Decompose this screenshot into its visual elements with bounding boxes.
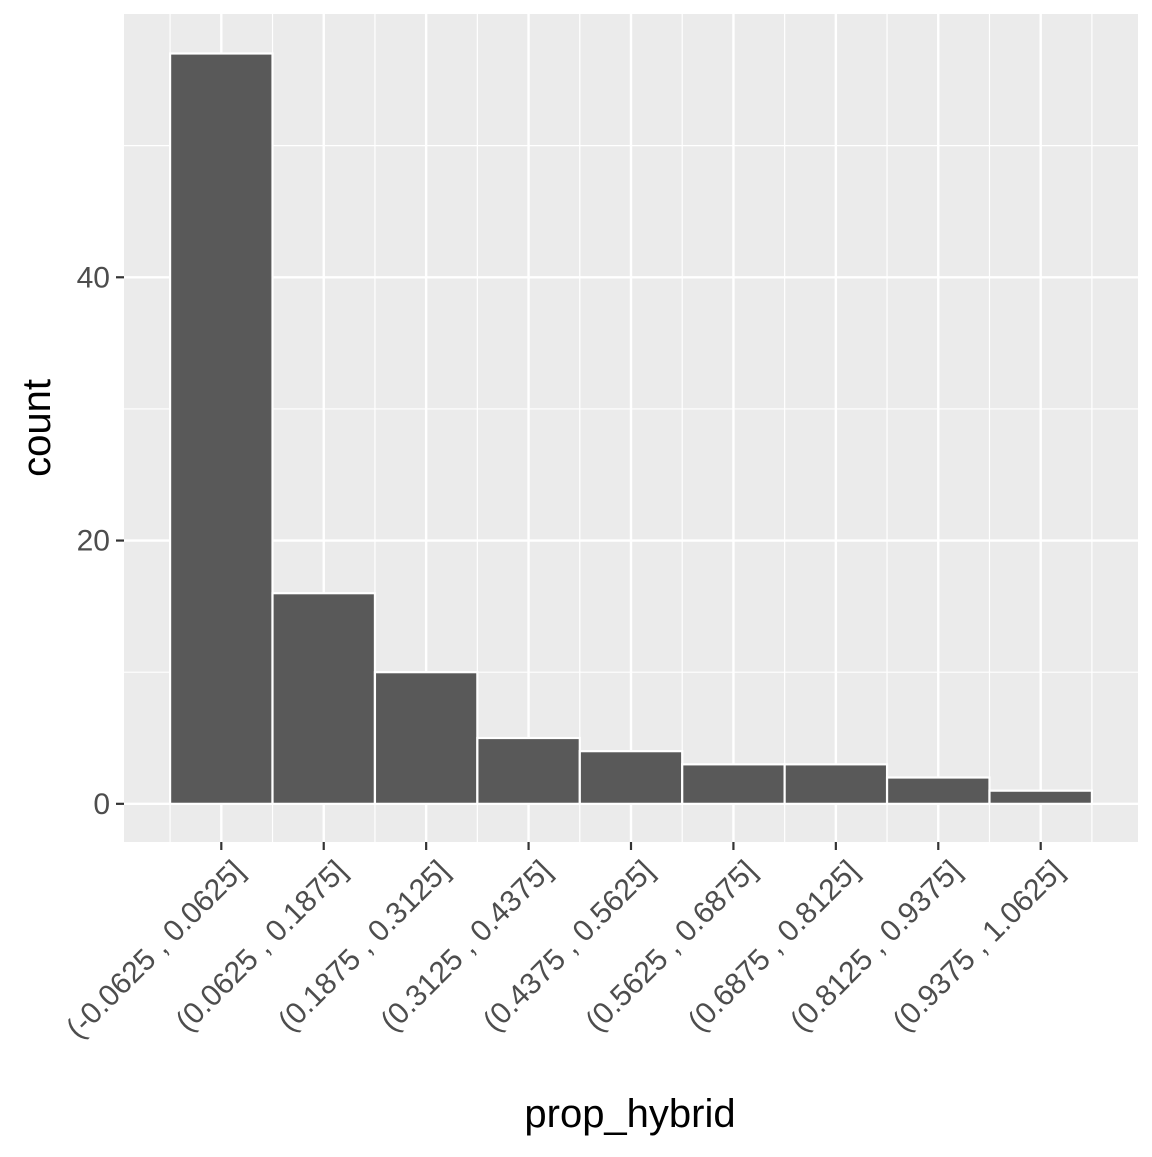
y-tick-label: 0 — [93, 788, 110, 821]
bar-4 — [578, 750, 684, 805]
y-tick-label: 40 — [77, 261, 110, 294]
bar-6 — [783, 763, 889, 805]
x-tick-label: (0.3125 , 0.4375] — [374, 854, 558, 1038]
x-tick-label: (0.6875 , 0.8125] — [682, 854, 866, 1038]
x-tick-label: (0.5625 , 0.6875] — [579, 854, 763, 1038]
bar-5 — [681, 763, 786, 805]
x-tick-label: (0.9375 , 1.0625] — [887, 854, 1071, 1038]
bar-0 — [168, 52, 274, 805]
y-axis: 0 20 40 — [77, 261, 124, 821]
bars — [168, 52, 1094, 805]
x-tick-label: (0.0625 , 0.1875] — [170, 854, 354, 1038]
x-tick-label: (0.1875 , 0.3125] — [272, 854, 456, 1038]
bar-3 — [476, 736, 581, 805]
x-tick-label: (0.8125 , 0.9375] — [784, 854, 968, 1038]
y-axis-title: count — [15, 379, 59, 477]
y-tick-label: 20 — [77, 525, 110, 558]
x-tick-label: (-0.0625 , 0.0625] — [60, 854, 251, 1045]
bar-8 — [988, 789, 1094, 805]
x-tick-label: (0.4375 , 0.5625] — [477, 854, 661, 1038]
bar-2 — [373, 671, 479, 805]
bar-7 — [885, 776, 991, 805]
x-axis-title: prop_hybrid — [524, 1092, 735, 1136]
x-axis: (-0.0625 , 0.0625](0.0625 , 0.1875](0.18… — [60, 842, 1070, 1045]
bar-1 — [271, 592, 377, 805]
